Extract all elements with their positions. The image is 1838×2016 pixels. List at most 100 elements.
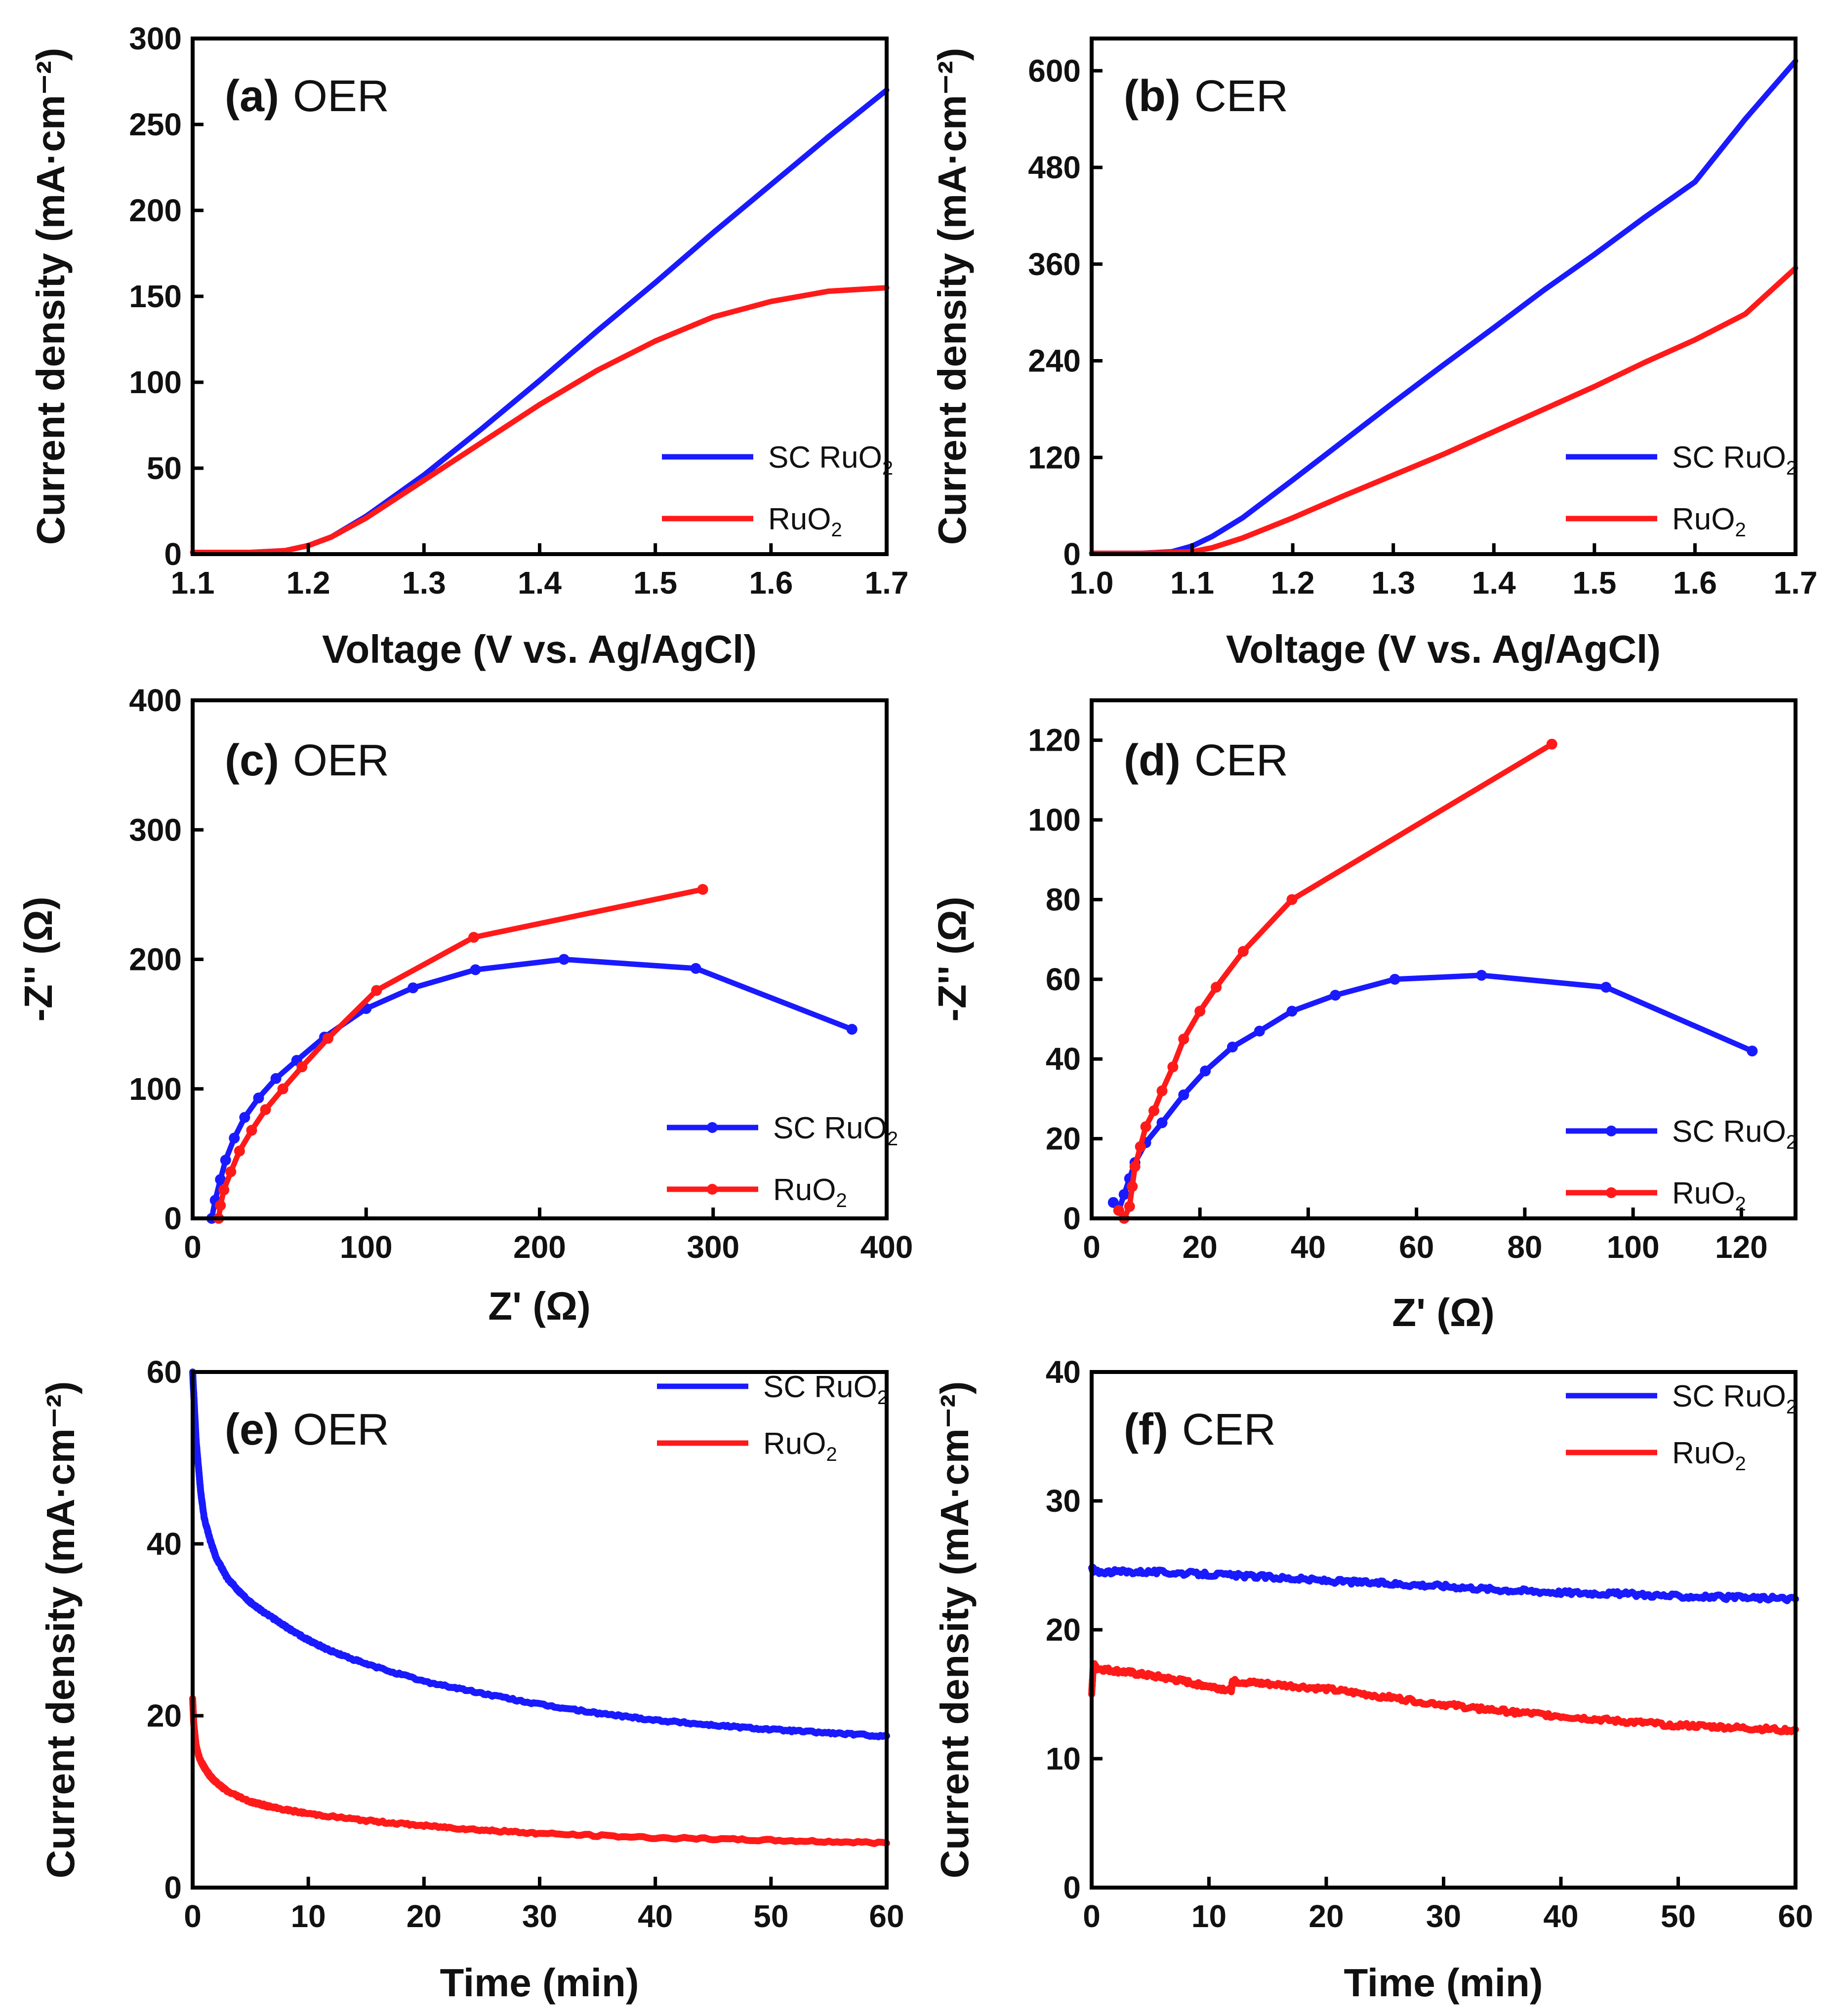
panel-e-ytick-label-1: 20	[147, 1698, 182, 1734]
panel-c-xtick-label-0: 0	[184, 1229, 202, 1265]
panel-e-legend-label-0: SC RuO2	[763, 1370, 888, 1409]
panel-d-chart: 0 20 40 60 80 100 120 0 20 40 60 80 100 120 (d) CER SC…	[930, 698, 1797, 1334]
panel-d-series-0-point-14	[1476, 969, 1487, 981]
panel-d-series-1-point-14	[1286, 894, 1298, 905]
panel-d-ytick-label-3: 60	[1046, 962, 1081, 997]
panel-f-xtick-label-4: 40	[1543, 1898, 1578, 1934]
panel-d-plot-area	[1107, 738, 1758, 1224]
panel-d-xtick-label-0: 0	[1083, 1229, 1101, 1265]
panel-f-label: (f)	[1124, 1405, 1168, 1454]
panel-c-chart: 0 100 200 300 400 0 100 200 300 400 (c) OER SC RuO…	[16, 683, 913, 1328]
panel-a-xtick-label-3: 1.4	[518, 565, 562, 601]
panel-b-legend: SC RuO2 RuO2	[1566, 441, 1797, 541]
panel-c-series-1-point-8	[296, 1061, 308, 1073]
panel-d-series-0-point-16	[1747, 1046, 1758, 1057]
panel-e-title: (e) OER	[225, 1405, 389, 1454]
panel-c-series-0-line	[209, 957, 855, 1221]
panel-b-xtick-label-2: 1.2	[1271, 565, 1315, 601]
panel-a-ytick-label-4: 200	[129, 193, 182, 228]
panel-b-reaction: CER	[1194, 72, 1288, 121]
panel-d-ticks: 0 20 40 60 80 100 120 0 20 40 60 80 100 120	[1028, 723, 1768, 1265]
panel-f-ytick-label-2: 20	[1046, 1612, 1081, 1648]
panel-b-ytick-label-3: 360	[1028, 246, 1081, 282]
panel-c-xtick-label-4: 400	[860, 1229, 913, 1265]
panel-c-ylabel: -Z'' (Ω)	[16, 896, 60, 1021]
panel-d-ytick-label-2: 40	[1046, 1041, 1081, 1077]
panel-b-xtick-label-5: 1.5	[1572, 565, 1616, 601]
panel-d-series-1-point-3	[1127, 1181, 1138, 1192]
panel-a-ytick-label-3: 150	[129, 279, 182, 314]
panel-c-ytick-label-2: 200	[129, 942, 182, 977]
panel-d-series-1-point-8	[1156, 1085, 1168, 1096]
panel-b-ytick-label-2: 240	[1028, 343, 1081, 379]
panel-d-legend-marker-0	[1606, 1126, 1617, 1136]
panel-c-series-1-point-9	[322, 1033, 333, 1044]
panel-d-series-0-point-6	[1156, 1117, 1168, 1129]
panel-f-ytick-label-1: 10	[1046, 1741, 1081, 1776]
panel-f-legend-label-1: RuO2	[1672, 1436, 1746, 1475]
panel-c-xtick-label-3: 300	[687, 1229, 739, 1265]
panel-c-series-0-point-2	[215, 1174, 226, 1185]
panel-e-ytick-label-3: 60	[147, 1354, 182, 1390]
panel-c-series-0-point-13	[558, 954, 570, 965]
panel-a-series-0-line	[190, 87, 890, 555]
panel-c-ytick-label-0: 0	[164, 1201, 182, 1236]
panel-d-series-1-line	[1116, 741, 1555, 1221]
panel-b-legend-label-1: RuO2	[1672, 502, 1746, 541]
panel-e-ytick-label-2: 40	[147, 1526, 182, 1562]
panel-c-xlabel: Z' (Ω)	[488, 1284, 591, 1328]
panel-a-xtick-label-4: 1.5	[633, 565, 677, 601]
panel-c-xtick-label-2: 200	[513, 1229, 566, 1265]
panel-d-title: (d) CER	[1124, 736, 1288, 785]
panel-c-series-0-point-12	[470, 964, 481, 975]
panel-d-series-1-point-6	[1140, 1121, 1151, 1132]
panel-f-xtick-label-3: 30	[1426, 1898, 1461, 1934]
panel-d-ytick-label-5: 100	[1028, 802, 1081, 838]
panel-e-xtick-label-3: 30	[522, 1898, 557, 1934]
panel-f-ylabel: Current density (mA·cm⁻²)	[933, 1381, 977, 1879]
panel-d-series-0-point-7	[1178, 1089, 1189, 1100]
panel-d-legend-label-1: RuO2	[1672, 1176, 1746, 1215]
panel-c-series-0-point-4	[229, 1132, 240, 1144]
panel-d-legend-marker-1	[1606, 1187, 1617, 1198]
panel-c-xtick-label-1: 100	[340, 1229, 393, 1265]
panel-d-series-1-point-7	[1148, 1105, 1160, 1117]
panel-f-title: (f) CER	[1124, 1405, 1276, 1454]
panel-f-ytick-label-4: 40	[1046, 1354, 1081, 1390]
panel-d-xtick-label-4: 80	[1507, 1229, 1542, 1265]
panel-d-ylabel: -Z'' (Ω)	[930, 896, 974, 1021]
panel-e-xtick-label-0: 0	[184, 1898, 202, 1934]
panel-d-xtick-label-1: 20	[1183, 1229, 1218, 1265]
panel-e-plot-area	[189, 1369, 890, 1847]
panel-d-series-0-line	[1110, 972, 1755, 1213]
panel-a-plot-area	[190, 87, 890, 555]
panel-e-legend-label-1: RuO2	[763, 1427, 837, 1465]
panel-d-ytick-label-4: 80	[1046, 882, 1081, 917]
panel-a-title: (a) OER	[225, 72, 389, 121]
panel-f-frame	[1090, 1370, 1797, 1890]
panel-d-series-1-point-5	[1135, 1141, 1146, 1152]
panel-a-ytick-label-0: 0	[164, 536, 182, 572]
panel-e-xtick-label-6: 60	[869, 1898, 904, 1934]
panel-c-legend: SC RuO2 RuO2	[667, 1111, 898, 1211]
panel-f-xtick-label-0: 0	[1083, 1898, 1101, 1934]
panel-c-series-0-point-14	[690, 963, 701, 974]
panel-d-series-1-point-13	[1237, 946, 1249, 957]
panel-f-xtick-label-6: 60	[1778, 1898, 1813, 1934]
panel-d-series-0-point-11	[1286, 1006, 1298, 1017]
panel-d-series-1-point-0	[1113, 1205, 1124, 1216]
panel-c-legend-label-0: SC RuO2	[773, 1111, 898, 1150]
panel-c-frame	[191, 698, 889, 1220]
panel-a-ticks: 1.1 1.2 1.3 1.4 1.5 1.6 1.7 0 50 100 150 200 250 300	[129, 21, 908, 601]
panel-b-chart: 1.0 1.1 1.2 1.3 1.4 1.5 1.6 1.7 0 120 240 360 480 600…	[930, 37, 1817, 671]
panel-d-series-0-point-2	[1118, 1189, 1130, 1200]
panel-e-ylabel: Current density (mA·cm⁻²)	[39, 1381, 82, 1879]
panel-b-ylabel: Current density (mA·cm⁻²)	[930, 48, 974, 545]
panel-c-series-0-point-15	[846, 1024, 858, 1035]
panel-c-series-1-line	[216, 887, 706, 1221]
panel-c-series-1-point-12	[697, 884, 708, 895]
panel-e-xtick-label-4: 40	[638, 1898, 673, 1934]
panel-b-series-1-line	[1089, 265, 1798, 556]
panel-c-ytick-label-3: 300	[129, 812, 182, 847]
